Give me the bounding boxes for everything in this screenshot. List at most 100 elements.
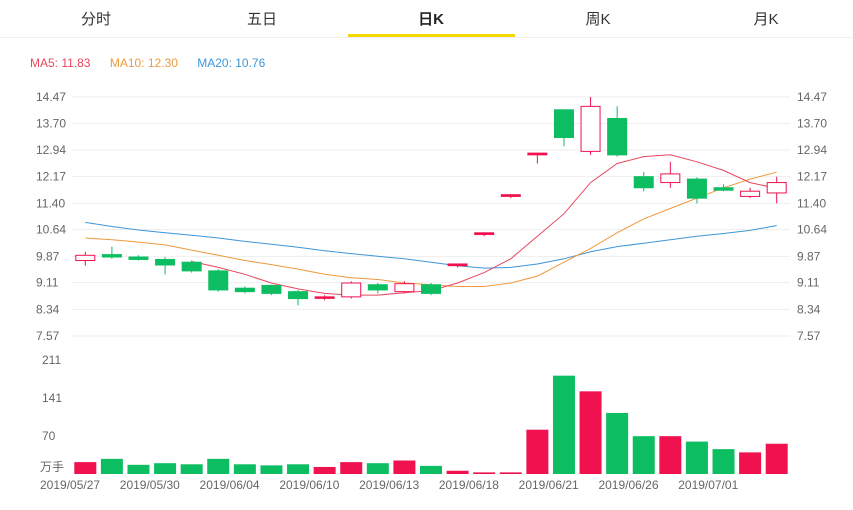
volume-bar [473, 472, 496, 474]
volume-bar [74, 462, 97, 474]
date-tick: 2019/06/04 [200, 478, 260, 492]
price-tick-left: 7.57 [36, 329, 60, 343]
volume-bar [606, 412, 629, 474]
price-tick-left: 10.64 [36, 223, 66, 237]
candle-body [234, 287, 255, 293]
date-tick: 2019/05/27 [40, 478, 100, 492]
volume-bar [712, 449, 735, 474]
volume-bar [420, 465, 442, 474]
candle-body [288, 291, 309, 300]
candle-body [394, 283, 415, 293]
candle [261, 284, 282, 296]
candle-body [421, 284, 441, 294]
ma10-legend: MA10: 12.30 [109, 56, 178, 70]
price-tick-right: 9.87 [797, 249, 821, 263]
price-tick-left: 13.70 [36, 117, 66, 131]
volume-bar [659, 436, 682, 474]
volume-tick: 70 [42, 429, 56, 443]
candle-body [181, 261, 202, 272]
date-tick: 2019/05/30 [120, 478, 180, 492]
volume-bar [207, 458, 230, 474]
candle-body [367, 284, 388, 291]
volume-unit-label: 万手 [40, 460, 64, 474]
date-tick: 2019/06/18 [439, 478, 499, 492]
price-tick-right: 8.34 [797, 302, 821, 316]
candle-body [208, 270, 229, 291]
candle [607, 106, 628, 157]
candle [234, 286, 255, 294]
candle-body [341, 282, 362, 298]
candle [288, 289, 309, 306]
tab-monthly-k[interactable]: 月K [753, 11, 779, 28]
candle [367, 283, 388, 294]
candle [394, 281, 415, 294]
candle [553, 109, 574, 147]
ma20-line [85, 221, 777, 269]
volume-bar [180, 464, 203, 474]
price-tick-right: 12.17 [797, 170, 827, 184]
date-tick: 2019/06/26 [598, 478, 658, 492]
volume-bar [127, 464, 150, 474]
ma5-legend: MA5: 11.83 [30, 56, 91, 70]
candle-body [713, 187, 734, 191]
volume-bar [579, 391, 602, 474]
candle-body [155, 258, 176, 266]
volume-bar [526, 429, 549, 474]
candle [686, 177, 707, 204]
candle-body [580, 105, 601, 152]
candle-body [607, 117, 628, 156]
tab-weekly-k[interactable]: 周K [585, 11, 611, 28]
candle-body [740, 190, 761, 197]
candle-body [261, 284, 282, 294]
candle [314, 295, 335, 301]
volume-bar [393, 460, 416, 474]
volume-tick: 141 [42, 391, 62, 405]
volume-bar [739, 452, 762, 474]
candle [155, 257, 176, 275]
candle [500, 194, 521, 199]
volume-bar [685, 441, 708, 474]
date-tick: 2019/06/21 [519, 478, 579, 492]
volume-bar [340, 462, 363, 474]
candle [766, 176, 787, 204]
candle [208, 269, 229, 292]
volume-bar [632, 436, 655, 474]
candle-body [553, 109, 574, 139]
candle [341, 281, 362, 299]
tab-intraday[interactable]: 分时 [80, 11, 111, 28]
price-tick-left: 12.17 [36, 170, 66, 184]
candle-body [314, 296, 335, 299]
candle-body [766, 182, 787, 194]
ma10-line [85, 171, 777, 287]
candle-body [474, 232, 495, 236]
candle-body [447, 263, 468, 267]
date-tick: 2019/06/10 [279, 478, 339, 492]
candle [713, 184, 734, 192]
candle-body [500, 194, 521, 197]
active-tab-indicator [348, 34, 515, 37]
volume-bar [260, 465, 283, 474]
price-tick-left: 14.47 [36, 90, 66, 104]
ma-legend: MA5: 11.83 MA10: 12.30 MA20: 10.76 [30, 56, 281, 70]
candle [101, 246, 122, 259]
price-tick-right: 10.64 [797, 223, 827, 237]
candle-body [128, 256, 149, 260]
tab-daily-k[interactable]: 日K [418, 11, 444, 28]
candle-body [101, 254, 122, 258]
price-tick-left: 9.11 [36, 276, 59, 290]
volume-bar [446, 470, 469, 474]
ma5-line [191, 154, 777, 296]
candle-body [660, 173, 681, 184]
volume-bar [552, 375, 575, 474]
tab-five-day[interactable]: 五日 [246, 11, 277, 28]
price-tick-left: 8.34 [36, 302, 60, 316]
candle [740, 187, 761, 199]
price-tick-right: 13.70 [797, 117, 827, 131]
candle-body [633, 176, 654, 189]
candle [128, 255, 149, 261]
volume-bar [154, 463, 177, 474]
date-tick: 2019/07/01 [678, 478, 738, 492]
price-tick-left: 11.40 [36, 196, 65, 210]
price-tick-right: 14.47 [797, 90, 827, 104]
